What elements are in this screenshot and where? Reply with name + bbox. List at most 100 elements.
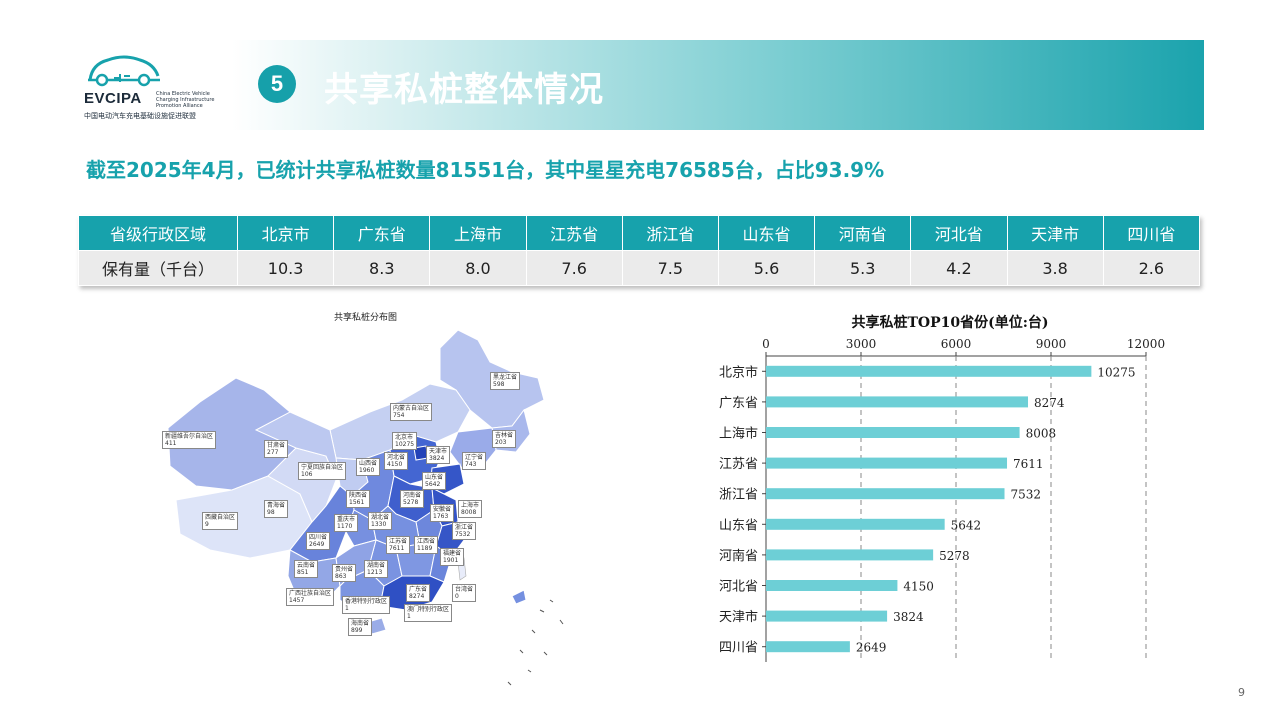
table-cell: 8.3 [333, 250, 431, 286]
table-cell: 河南省 [814, 215, 912, 251]
label-name: 台湾省 [455, 586, 474, 593]
map-label: 甘肃省 277 [264, 440, 289, 458]
data-label: 8008 [1026, 427, 1057, 441]
label-name: 澳门特别行政区 [407, 606, 450, 613]
category-label: 北京市 [719, 364, 758, 380]
map-label: 宁夏回族自治区 106 [298, 462, 347, 480]
table-cell: 3.8 [1006, 250, 1104, 286]
table-cell: 上海市 [429, 215, 527, 251]
map-label: 河北省 4150 [384, 452, 409, 470]
label-name: 四川省 [309, 534, 328, 541]
category-label: 四川省 [719, 641, 758, 656]
bar [766, 518, 945, 530]
headline: 截至2025年4月，已统计共享私桩数量81551台，其中星星充电76585台，占… [86, 158, 885, 182]
label-name: 河南省 [403, 492, 422, 499]
map-label: 西藏自治区 9 [202, 512, 239, 530]
table-cell: 江苏省 [525, 215, 623, 251]
label-value: 2649 [309, 541, 325, 548]
label-value: 277 [267, 449, 279, 456]
data-label: 5278 [939, 549, 970, 563]
label-value: 203 [495, 439, 507, 446]
label-name: 浙江省 [455, 524, 474, 531]
table-cell: 山东省 [717, 215, 816, 251]
label-name: 重庆市 [337, 516, 356, 523]
label-value: 851 [297, 569, 309, 576]
label-value: 899 [351, 627, 363, 634]
title-banner [232, 40, 1204, 130]
slide-title: 共享私桩整体情况 [324, 70, 604, 110]
label-value: 743 [465, 461, 477, 468]
map-label: 福建省 1901 [440, 548, 465, 566]
ev-car-plug-icon [88, 55, 160, 87]
label-name: 青海省 [267, 502, 286, 509]
label-name: 天津市 [429, 448, 448, 455]
table-header-row: 省级行政区域 北京市 广东省 上海市 江苏省 浙江省 山东省 河南省 河北省 天… [78, 215, 1201, 251]
label-value: 106 [301, 471, 313, 478]
label-value: 754 [393, 412, 405, 419]
label-name: 山东省 [425, 474, 444, 481]
data-label: 4150 [903, 580, 934, 594]
data-label: 3824 [893, 610, 924, 624]
label-name: 内蒙古自治区 [393, 405, 430, 412]
label-name: 湖北省 [371, 514, 390, 521]
x-tick-label: 12000 [1127, 337, 1165, 351]
chart-title: 共享私桩TOP10省份(单位:台) [851, 315, 1049, 331]
category-label: 江苏省 [719, 456, 758, 472]
map-label: 广东省 8274 [406, 584, 431, 602]
label-value: 1901 [443, 557, 459, 564]
x-tick-label: 9000 [1036, 337, 1067, 351]
table-cell: 四川省 [1102, 215, 1201, 251]
logo-name: EVCIPA [84, 90, 142, 107]
distribution-map: 共享私桩分布图 [140, 300, 610, 700]
map-title: 共享私桩分布图 [334, 313, 398, 323]
category-label: 山东省 [719, 518, 758, 533]
map-label: 山东省 5642 [422, 472, 447, 490]
table-cell: 10.3 [236, 250, 335, 286]
map-label: 澳门特别行政区 1 [404, 604, 453, 622]
category-label: 浙江省 [719, 488, 758, 503]
map-label: 湖南省 1213 [364, 560, 389, 578]
bar [766, 488, 1005, 500]
bar [766, 427, 1020, 438]
category-label: 河南省 [719, 548, 758, 564]
label-name: 西藏自治区 [205, 514, 236, 521]
map-label: 上海市 8008 [458, 500, 483, 518]
label-name: 海南省 [351, 620, 370, 627]
x-tick-label: 6000 [941, 337, 972, 351]
label-name: 福建省 [443, 550, 462, 557]
map-label: 浙江省 7532 [452, 522, 477, 540]
table-cell: 8.0 [429, 250, 527, 286]
label-name: 江西省 [417, 538, 436, 545]
category-label: 广东省 [719, 396, 758, 411]
data-label: 10275 [1097, 365, 1135, 379]
table-value-row: 保有量（千台） 10.3 8.3 8.0 7.6 7.5 5.6 5.3 4.2… [78, 250, 1201, 286]
label-name: 黑龙江省 [493, 374, 518, 381]
label-name: 云南省 [297, 562, 316, 569]
label-value: 5642 [425, 481, 441, 488]
label-value: 7532 [455, 531, 471, 538]
map-label: 广西壮族自治区 1457 [286, 588, 335, 606]
label-name: 河北省 [387, 454, 406, 461]
label-value: 1 [345, 605, 349, 612]
map-label: 陕西省 1561 [346, 490, 371, 508]
map-label: 安徽省 1763 [430, 504, 455, 522]
label-name: 陕西省 [349, 492, 368, 499]
bar-chart-plot: 0 3000 6000 9000 12000 北京市 10275 广东省 8274 上海市 8008… [719, 337, 1165, 662]
label-value: 1763 [433, 513, 449, 520]
label-value: 863 [335, 573, 347, 580]
data-label: 8274 [1034, 396, 1065, 410]
evcipa-logo: EVCIPA China Electric Vehicle Charging I… [84, 50, 234, 122]
map-label: 天津市 3824 [426, 446, 451, 464]
bar [766, 365, 1092, 377]
label-name: 香港特别行政区 [345, 598, 388, 605]
map-label: 青海省 98 [264, 500, 289, 518]
label-value: 1330 [371, 521, 387, 528]
x-tick-label: 0 [762, 337, 770, 351]
map-label: 重庆市 1170 [334, 514, 359, 532]
data-label: 7611 [1013, 457, 1044, 471]
section-number-badge: 5 [258, 65, 296, 103]
label-value: 1457 [289, 597, 305, 604]
map-label: 河南省 5278 [400, 490, 425, 508]
map-label: 新疆维吾尔自治区 411 [162, 431, 217, 449]
page-number: 9 [1238, 686, 1245, 699]
